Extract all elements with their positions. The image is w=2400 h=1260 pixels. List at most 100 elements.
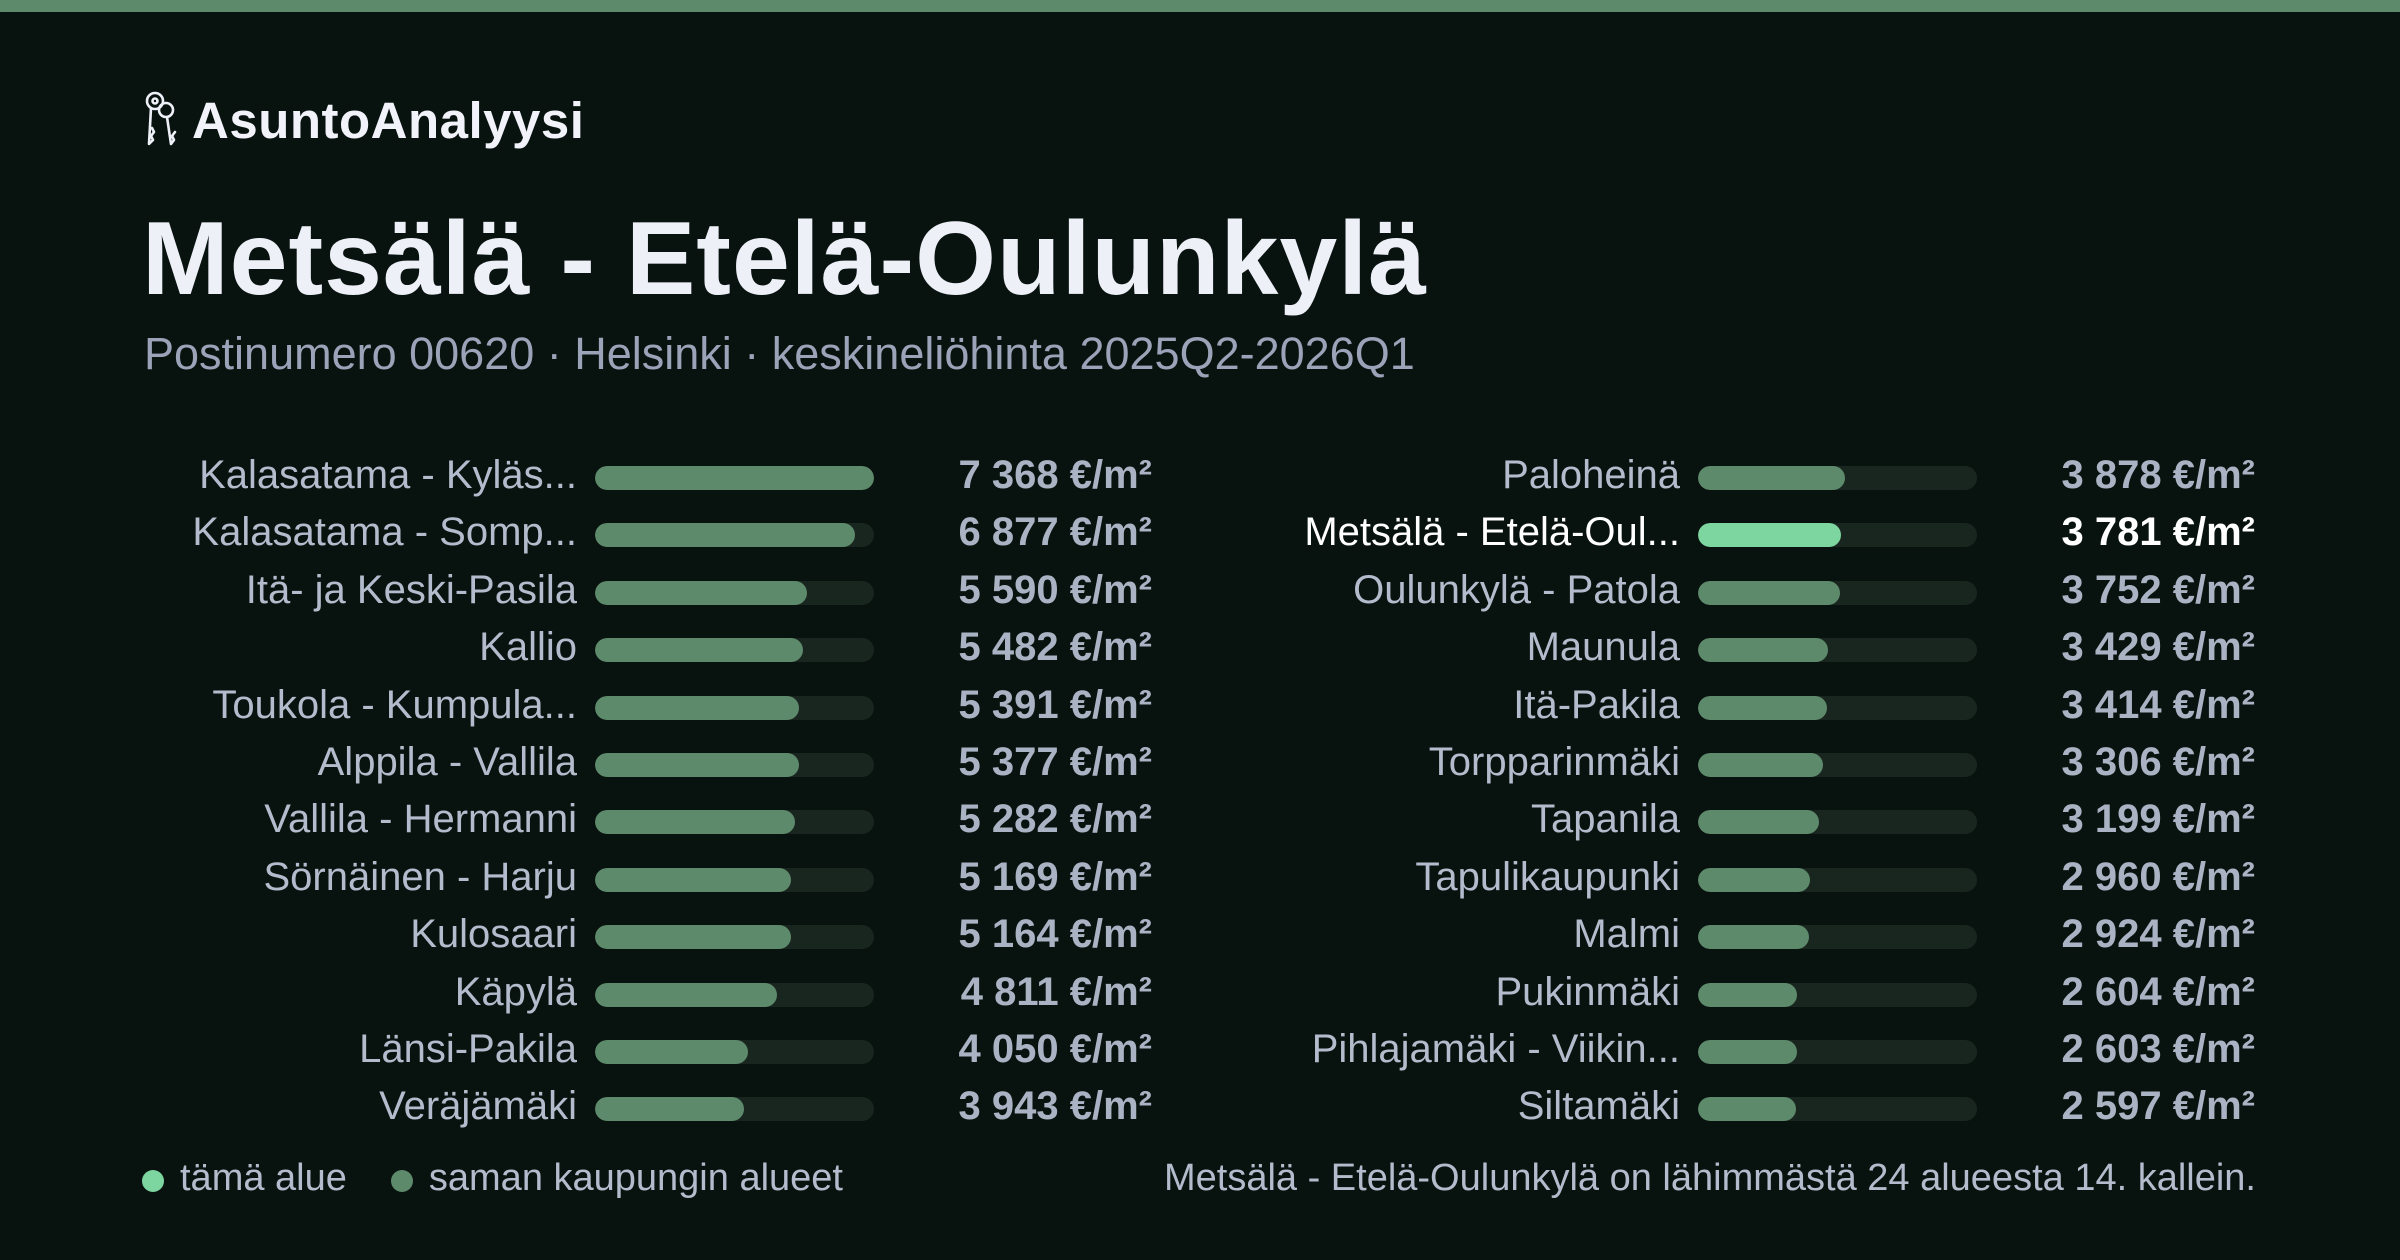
bar-value-label: 2 597 €/m² bbox=[2061, 1084, 2255, 1129]
bar-value-label: 2 603 €/m² bbox=[2061, 1026, 2255, 1071]
bar-label: Sörnäinen - Harju bbox=[263, 854, 578, 899]
bar-value-label: 4 811 €/m² bbox=[960, 969, 1152, 1014]
bar bbox=[1698, 580, 1841, 605]
bar bbox=[1698, 752, 1824, 777]
bar-row: Itä- ja Keski-Pasila 5 590 €/m² bbox=[142, 562, 1152, 619]
bar bbox=[595, 982, 778, 1007]
bar-label: Pukinmäki bbox=[1495, 969, 1680, 1014]
bar-track bbox=[595, 1039, 874, 1064]
keys-icon bbox=[145, 91, 177, 146]
bar-value-label: 3 752 €/m² bbox=[2061, 567, 2255, 612]
bar-label: Itä-Pakila bbox=[1513, 682, 1680, 727]
bar-value-label: 3 429 €/m² bbox=[2061, 625, 2255, 670]
legend-dot-same bbox=[390, 1170, 413, 1192]
bar-row: Käpylä 4 811 €/m² bbox=[142, 964, 1152, 1021]
legend-item-this: tämä alue bbox=[142, 1157, 347, 1200]
bar-label: Pihlajamäki - Viikin... bbox=[1311, 1026, 1680, 1071]
bar-label: Kalasatama - Kyläs... bbox=[199, 453, 577, 497]
bar-row: Vallila - Hermanni 5 282 €/m² bbox=[142, 791, 1152, 848]
bar bbox=[595, 752, 799, 777]
bar-value-label: 5 590 €/m² bbox=[958, 567, 1152, 612]
bar-value-label: 7 368 €/m² bbox=[958, 453, 1152, 497]
legend-label-same: saman kaupungin alueet bbox=[428, 1156, 843, 1199]
bar-track bbox=[595, 466, 874, 490]
bar-label: Länsi-Pakila bbox=[359, 1026, 577, 1071]
legend: tämä alue saman kaupungin alueet bbox=[142, 1153, 887, 1203]
brand: AsuntoAnalyysi bbox=[142, 88, 584, 152]
bar-label: Metsälä - Etelä-Oul... bbox=[1304, 510, 1680, 555]
bar-track bbox=[595, 695, 874, 720]
bar-row: Tapanila 3 199 €/m² bbox=[1245, 791, 2255, 848]
brand-name: AsuntoAnalyysi bbox=[192, 91, 585, 149]
bar-label: Tapanila bbox=[1530, 797, 1680, 842]
bar-track bbox=[595, 523, 874, 548]
bar-label: Siltamäki bbox=[1517, 1084, 1680, 1129]
bar bbox=[1698, 1097, 1797, 1122]
bar-label: Kalasatama - Somp... bbox=[192, 510, 577, 555]
bar-row: Toukola - Kumpula... 5 391 €/m² bbox=[142, 677, 1152, 734]
bar-value-label: 3 878 €/m² bbox=[2061, 453, 2255, 497]
bar-label: Paloheinä bbox=[1502, 453, 1680, 497]
bar-row: Torpparinmäki 3 306 €/m² bbox=[1245, 734, 2255, 791]
bar-track bbox=[595, 638, 874, 663]
bar bbox=[1698, 638, 1828, 663]
bar-track bbox=[1698, 1097, 1977, 1122]
ranking-column-right: Paloheinä 3 878 €/m² Metsälä - Etelä-Oul..… bbox=[1245, 447, 2255, 1136]
bar-value-label: 6 877 €/m² bbox=[958, 510, 1152, 555]
bar bbox=[1698, 925, 1809, 950]
bar-value-label: 3 306 €/m² bbox=[2061, 739, 2255, 784]
bar bbox=[595, 1039, 749, 1064]
legend-dot-this bbox=[142, 1170, 164, 1192]
bar-row: Paloheinä 3 878 €/m² bbox=[1245, 447, 2255, 504]
bar-row: Veräjämäki 3 943 €/m² bbox=[142, 1078, 1152, 1135]
bar-row: Kalasatama - Kyläs... 7 368 €/m² bbox=[142, 447, 1152, 504]
bar-row: Maunula 3 429 €/m² bbox=[1245, 619, 2255, 676]
bar-track bbox=[595, 1097, 874, 1122]
bar-track bbox=[1698, 867, 1977, 892]
bar-row: Siltamäki 2 597 €/m² bbox=[1245, 1078, 2255, 1135]
bar-value-label: 5 164 €/m² bbox=[958, 912, 1152, 957]
bar-row: Itä-Pakila 3 414 €/m² bbox=[1245, 677, 2255, 734]
bar bbox=[595, 810, 795, 835]
bar-track bbox=[595, 867, 874, 892]
page-subtitle: Postinumero 00620 · Helsinki · keskineli… bbox=[144, 328, 1415, 379]
bar-value-label: 5 377 €/m² bbox=[958, 739, 1152, 784]
bar-value-label: 2 924 €/m² bbox=[2061, 912, 2255, 957]
top-accent-bar bbox=[0, 0, 2400, 12]
bar bbox=[1698, 695, 1828, 720]
bar-value-label: 5 282 €/m² bbox=[958, 797, 1152, 842]
bar-track bbox=[595, 752, 874, 777]
bar-track bbox=[1698, 523, 1977, 548]
bar-value-label: 5 391 €/m² bbox=[958, 682, 1152, 727]
bar bbox=[1698, 523, 1842, 548]
bar-row: Kalasatama - Somp... 6 877 €/m² bbox=[142, 504, 1152, 561]
bar-track bbox=[1698, 982, 1977, 1007]
bar-label: Malmi bbox=[1573, 912, 1680, 957]
bar-track bbox=[595, 580, 874, 605]
bar bbox=[595, 695, 800, 720]
bar-value-label: 5 169 €/m² bbox=[958, 854, 1152, 899]
bar-label: Kallio bbox=[479, 625, 577, 670]
bar bbox=[595, 925, 791, 950]
bar-row: Malmi 2 924 €/m² bbox=[1245, 906, 2255, 963]
bar-track bbox=[1698, 466, 1977, 490]
bar-row: Sörnäinen - Harju 5 169 €/m² bbox=[142, 849, 1153, 906]
bar-track bbox=[1698, 580, 1977, 605]
bar-track bbox=[1698, 810, 1977, 835]
bar-label: Alppila - Vallila bbox=[317, 739, 577, 784]
bar-row: Pihlajamäki - Viikin... 2 603 €/m² bbox=[1245, 1021, 2255, 1078]
bar-value-label: 2 960 €/m² bbox=[2061, 854, 2255, 899]
bar-track bbox=[1698, 1039, 1977, 1064]
bar-row: Kulosaari 5 164 €/m² bbox=[142, 906, 1152, 963]
bar-label: Torpparinmäki bbox=[1428, 739, 1680, 784]
bar-label: Tapulikaupunki bbox=[1415, 854, 1680, 899]
legend-item-same: saman kaupungin alueet bbox=[390, 1156, 843, 1200]
bar-label: Käpylä bbox=[454, 969, 577, 1014]
bar-label: Itä- ja Keski-Pasila bbox=[245, 567, 577, 612]
page-title: Metsälä - Etelä-Oulunkylä bbox=[142, 201, 1427, 317]
bar-row: Metsälä - Etelä-Oul... 3 781 €/m² bbox=[1245, 504, 2255, 561]
bar-label: Veräjämäki bbox=[379, 1084, 577, 1129]
bar-label: Oulunkylä - Patola bbox=[1353, 567, 1680, 612]
bar-row: Tapulikaupunki 2 960 €/m² bbox=[1245, 849, 2255, 906]
ranking-footnote: Metsälä - Etelä-Oulunkylä on lähimmästä … bbox=[1163, 1157, 2256, 1199]
